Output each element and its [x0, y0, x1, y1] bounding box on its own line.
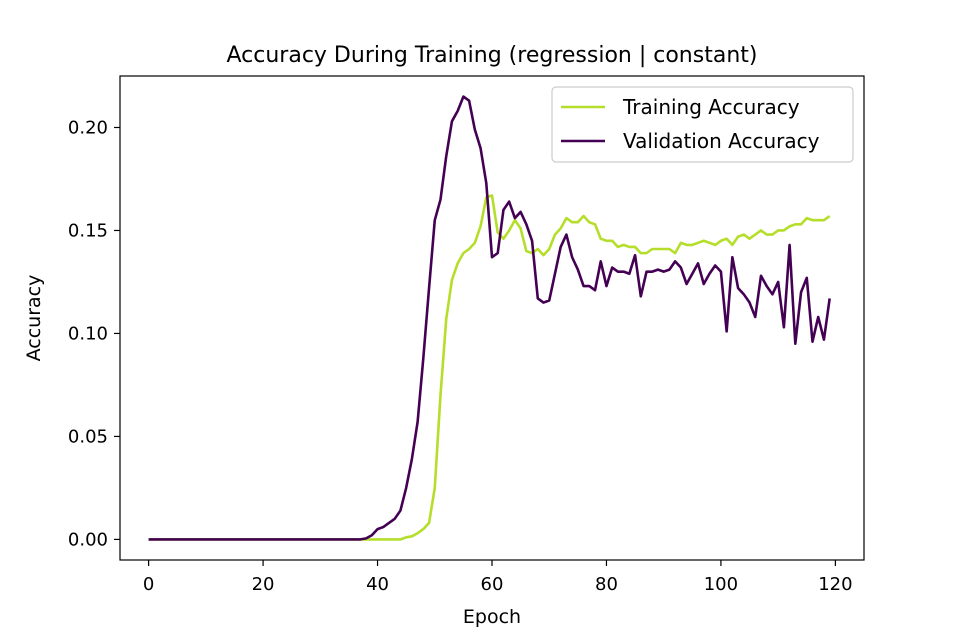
legend-box [551, 86, 854, 163]
legend: Training Accuracy Validation Accuracy [551, 86, 854, 163]
y-tick-label: 0.10 [68, 323, 108, 344]
x-tick-label: 80 [595, 574, 618, 595]
series-line-1 [148, 194, 831, 541]
x-tick-label: 0 [143, 574, 154, 595]
y-axis: 0.00 0.05 0.10 0.15 0.20 [68, 117, 120, 550]
legend-label-2: Validation Accuracy [623, 129, 820, 153]
y-tick-label: 0.15 [68, 220, 108, 241]
x-tick-label: 20 [252, 574, 275, 595]
x-tick-label: 40 [366, 574, 389, 595]
series-line-2 [148, 95, 831, 541]
y-tick-label: 0.00 [68, 529, 108, 550]
legend-label-1: Training Accuracy [622, 95, 800, 119]
x-tick-label: 100 [704, 574, 738, 595]
x-axis: 0 20 40 60 80 100 120 [143, 560, 853, 595]
x-tick-label: 60 [481, 574, 504, 595]
chart-title: Accuracy During Training (regression | c… [227, 43, 758, 68]
y-tick-label: 0.20 [68, 117, 108, 138]
y-tick-label: 0.05 [68, 426, 108, 447]
x-axis-label: Epoch [463, 606, 521, 628]
plot-lines [148, 95, 831, 541]
y-axis-label: Accuracy [23, 275, 45, 362]
x-tick-label: 120 [818, 574, 852, 595]
